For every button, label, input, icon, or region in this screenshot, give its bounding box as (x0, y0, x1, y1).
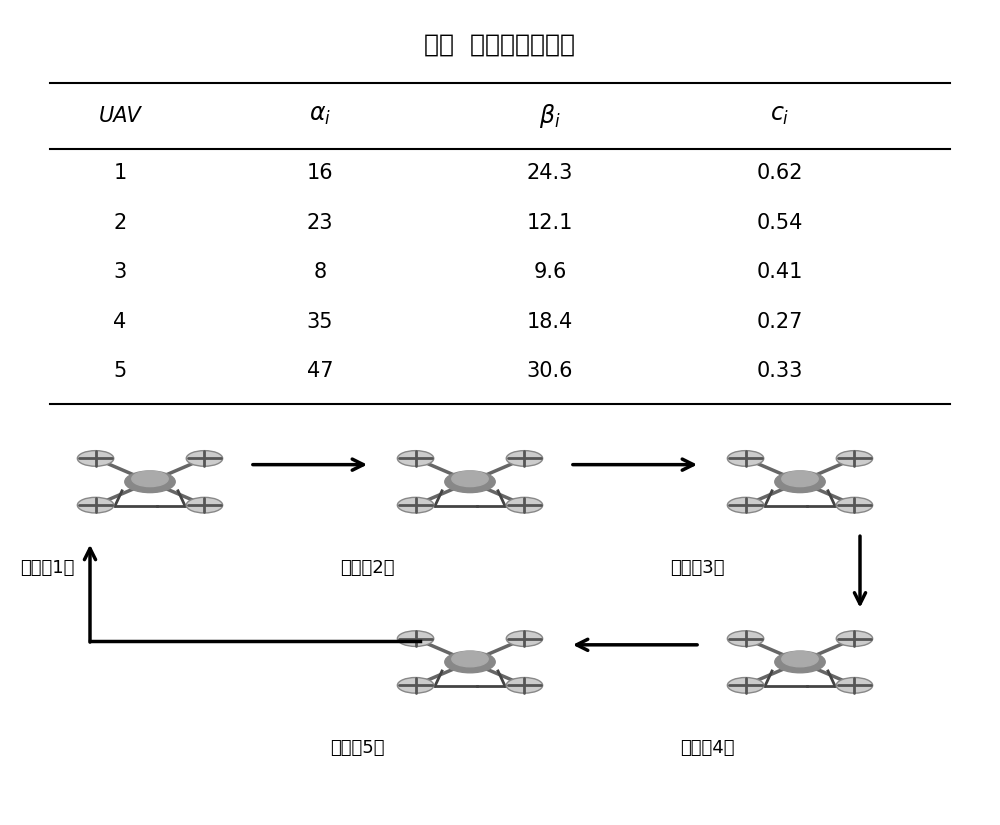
Text: 0.62: 0.62 (757, 163, 803, 183)
Text: $c_i$: $c_i$ (770, 103, 790, 128)
Text: 4: 4 (113, 312, 127, 332)
Text: 9.6: 9.6 (533, 262, 567, 282)
Text: 2: 2 (113, 213, 127, 233)
Text: $\beta_i$: $\beta_i$ (539, 101, 561, 130)
Circle shape (77, 450, 114, 466)
Circle shape (506, 450, 543, 466)
Circle shape (836, 497, 873, 513)
Circle shape (132, 471, 168, 487)
Circle shape (782, 471, 818, 487)
Circle shape (125, 471, 175, 493)
Text: 30.6: 30.6 (527, 361, 573, 381)
Circle shape (836, 677, 873, 693)
Text: 1: 1 (113, 163, 127, 183)
Text: 无人机5：: 无人机5： (330, 738, 384, 757)
Text: 16: 16 (307, 163, 333, 183)
Circle shape (775, 471, 825, 493)
Circle shape (186, 450, 223, 466)
Text: 18.4: 18.4 (527, 312, 573, 332)
Circle shape (506, 631, 543, 647)
Text: 3: 3 (113, 262, 127, 282)
Circle shape (775, 651, 825, 673)
Text: 5: 5 (113, 361, 127, 381)
Text: 无人机4：: 无人机4： (680, 738, 734, 757)
Circle shape (397, 497, 434, 513)
Circle shape (397, 450, 434, 466)
Circle shape (727, 631, 764, 647)
Text: 表一  无人机系统参数: 表一 无人机系统参数 (424, 33, 576, 57)
Text: 0.41: 0.41 (757, 262, 803, 282)
Text: UAV: UAV (99, 106, 141, 125)
Circle shape (727, 497, 764, 513)
Circle shape (77, 497, 114, 513)
Text: 23: 23 (307, 213, 333, 233)
Circle shape (727, 677, 764, 693)
Text: 35: 35 (307, 312, 333, 332)
Circle shape (727, 450, 764, 466)
Circle shape (452, 471, 488, 487)
Text: 24.3: 24.3 (527, 163, 573, 183)
Circle shape (397, 631, 434, 647)
Circle shape (836, 631, 873, 647)
Circle shape (836, 450, 873, 466)
Text: $\alpha_i$: $\alpha_i$ (309, 103, 331, 128)
Text: 47: 47 (307, 361, 333, 381)
Circle shape (397, 677, 434, 693)
Circle shape (452, 651, 488, 667)
Text: 无人机3：: 无人机3： (670, 559, 724, 577)
Circle shape (506, 497, 543, 513)
Text: 无人机2：: 无人机2： (340, 559, 394, 577)
Circle shape (782, 651, 818, 667)
Text: 12.1: 12.1 (527, 213, 573, 233)
Circle shape (445, 471, 495, 493)
Text: 8: 8 (313, 262, 327, 282)
Text: 0.27: 0.27 (757, 312, 803, 332)
Circle shape (506, 677, 543, 693)
Text: 无人机1：: 无人机1： (20, 559, 74, 577)
Circle shape (186, 497, 223, 513)
Text: 0.33: 0.33 (757, 361, 803, 381)
Text: 0.54: 0.54 (757, 213, 803, 233)
Circle shape (445, 651, 495, 673)
